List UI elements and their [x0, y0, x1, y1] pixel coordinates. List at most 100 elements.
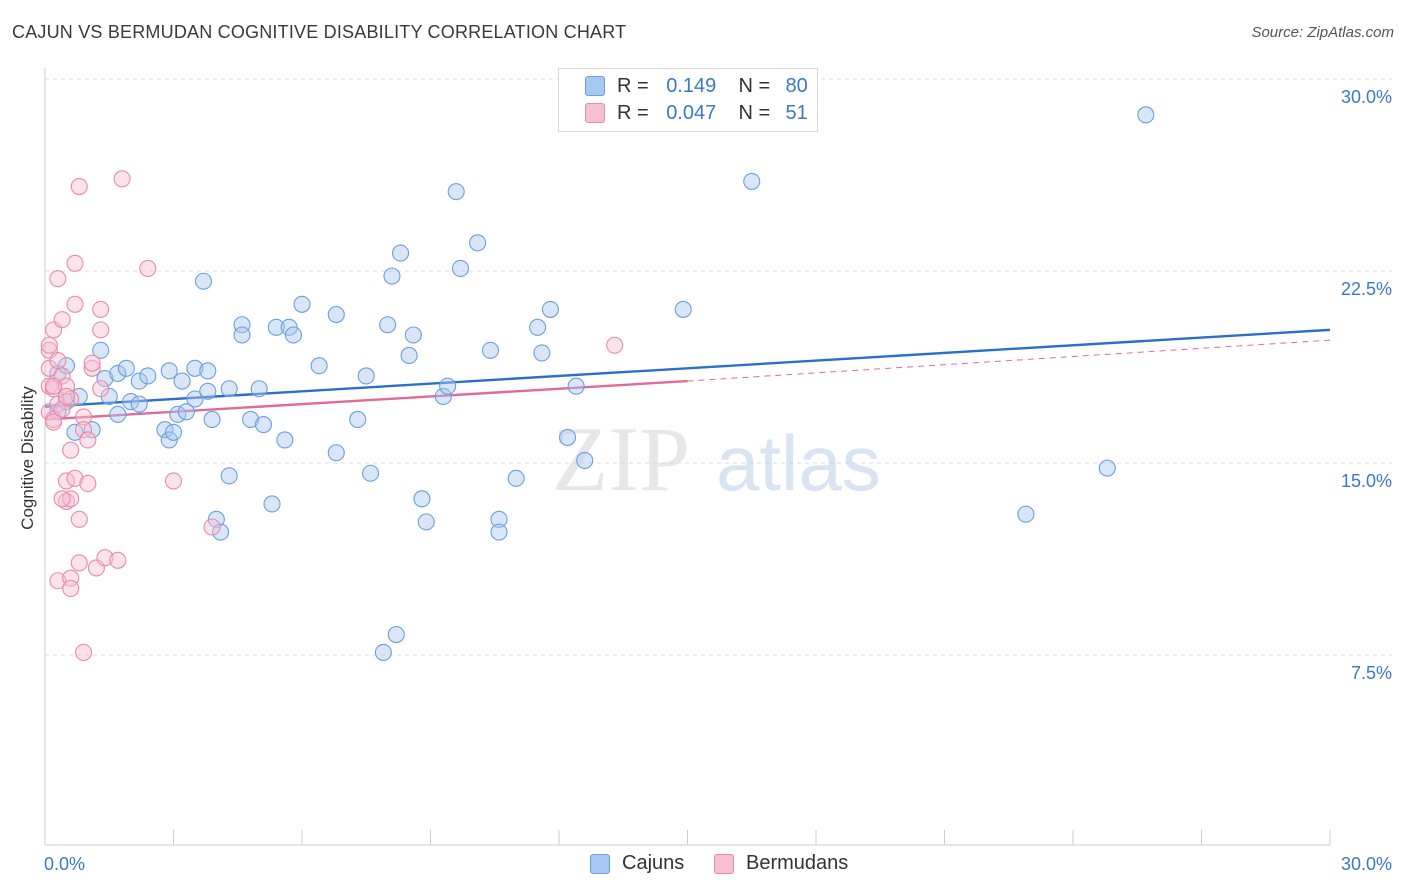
cajun-point [186, 390, 204, 408]
bermudan-point [83, 359, 101, 377]
cajun-point [533, 344, 551, 362]
y-tick-label: 22.5% [1341, 279, 1392, 299]
x-tick-label: 30.0% [1341, 854, 1392, 874]
bermudan-point [79, 474, 97, 493]
bermudan-point [92, 321, 110, 339]
legend-n-label: N = [738, 101, 771, 124]
bermudan-point [70, 554, 88, 572]
cajun-point [391, 244, 410, 262]
bermudan-point [53, 490, 71, 508]
bermudan-point [66, 295, 84, 313]
cajun-point [263, 495, 281, 513]
cajun-point [233, 326, 251, 344]
legend-n-value: 51 [785, 101, 808, 124]
legend-row-cajuns: R = 0.149 N = 80 [585, 73, 808, 99]
legend-swatch-cajuns [585, 76, 605, 96]
cajun-point [130, 395, 148, 413]
cajun-point [1137, 106, 1155, 124]
bermudan-trend-extension [687, 339, 1331, 382]
bottom-legend-label-cajuns: Cajuns [622, 852, 685, 874]
bottom-legend-cajuns: Cajuns [590, 852, 684, 875]
cajun-point [139, 367, 157, 385]
cajun-point [529, 318, 547, 336]
bermudan-point [113, 170, 131, 188]
cajun-point [173, 372, 191, 390]
legend-n-label: N = [738, 74, 771, 97]
cajun-point [160, 362, 178, 380]
cajun-point [109, 405, 127, 423]
cajun-point [490, 523, 508, 541]
cajun-point [361, 464, 380, 482]
bermudan-point [49, 572, 67, 590]
y-tick-label: 30.0% [1341, 87, 1392, 107]
cajun-point [1017, 505, 1035, 523]
cajun-point [404, 326, 422, 344]
bermudan-point [109, 551, 127, 569]
bottom-legend-swatch-bermudans [714, 853, 734, 874]
y-tick-label: 15.0% [1341, 471, 1392, 491]
chart-title: CAJUN VS BERMUDAN COGNITIVE DISABILITY C… [12, 22, 627, 42]
legend-r-label: R = [617, 74, 649, 97]
cajun-point [507, 469, 525, 487]
watermark-zip: ZIP [552, 408, 690, 510]
cajun-point [233, 316, 251, 334]
bermudan-point [62, 490, 80, 508]
bermudan-point [66, 469, 84, 487]
cajun-point [220, 467, 238, 485]
cajun-point [199, 382, 217, 400]
cajun-point [220, 380, 238, 398]
cajun-point [327, 305, 345, 324]
bermudan-point [92, 300, 110, 318]
bermudan-point [57, 387, 75, 405]
cajun-point [439, 377, 457, 395]
cajun-point [117, 359, 135, 377]
bermudan-point [45, 413, 63, 431]
bermudan-point [96, 549, 114, 567]
cajun-point [469, 234, 487, 252]
bermudan-point [75, 408, 93, 426]
legend-r-value: 0.047 [666, 101, 717, 124]
cajun-point [413, 490, 431, 508]
cajun-point [576, 451, 594, 469]
cajun-point [242, 410, 260, 429]
cajun-trend-line [44, 328, 1331, 408]
cajun-point [254, 416, 273, 434]
cajun-point [374, 643, 392, 661]
bermudan-point [70, 510, 88, 528]
axes [44, 68, 1331, 846]
source-label: Source: ZipAtlas.com [1251, 24, 1394, 41]
cajun-point [490, 510, 508, 528]
bottom-legend-swatch-cajuns [590, 853, 610, 874]
cajun-point [383, 267, 401, 285]
cajun-point [451, 259, 470, 277]
cajun-point [447, 183, 465, 201]
bottom-legend-label-bermudans: Bermudans [746, 852, 849, 874]
bermudan-point [66, 254, 84, 272]
cajun-point [357, 367, 375, 385]
bermudan-trend-line [44, 379, 688, 421]
cajun-point [417, 513, 435, 531]
legend-r-label: R = [617, 101, 649, 124]
cajun-point [109, 364, 127, 382]
cajun-point [400, 346, 418, 365]
bermudan-point [83, 354, 101, 372]
data-points [40, 106, 1155, 661]
y-tick-label: 7.5% [1351, 663, 1392, 683]
cajun-point [267, 318, 285, 336]
cajun-point [310, 357, 328, 375]
cajun-point [276, 431, 294, 449]
trend-lines [44, 328, 1331, 421]
bottom-legend-bermudans: Bermudans [714, 852, 848, 875]
bermudan-point [62, 579, 80, 597]
cajun-point [541, 300, 559, 318]
legend-r-value: 0.149 [666, 74, 717, 97]
cajun-point [186, 359, 204, 377]
cajun-point [349, 410, 367, 429]
cajun-point [327, 444, 345, 462]
bermudan-point [75, 421, 93, 439]
legend-row-bermudans: R = 0.047 N = 51 [585, 100, 808, 126]
cajun-point [434, 387, 452, 405]
cajun-point [379, 316, 397, 334]
bermudan-point [40, 336, 58, 354]
